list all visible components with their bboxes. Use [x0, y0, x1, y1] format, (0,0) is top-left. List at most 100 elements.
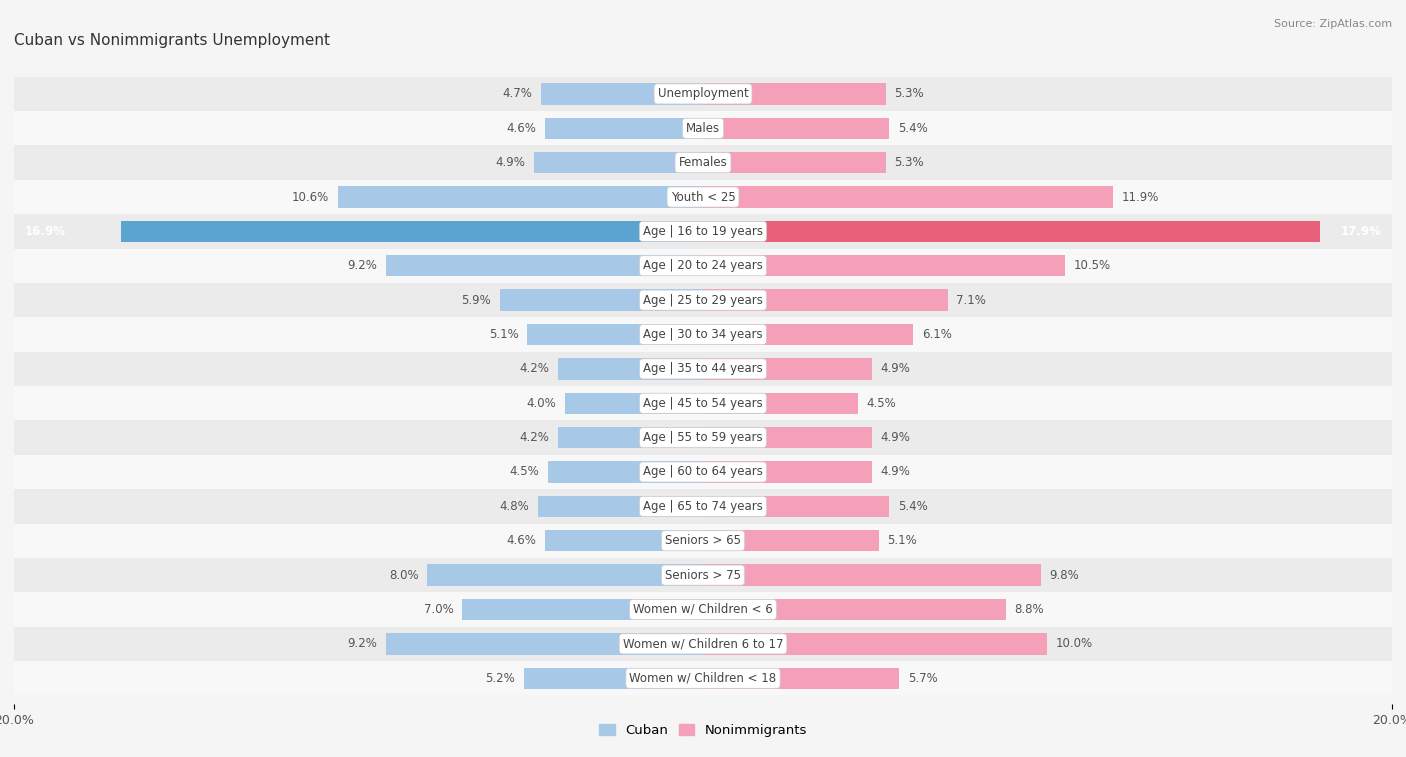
Text: 8.0%: 8.0%	[389, 569, 419, 581]
Text: 4.2%: 4.2%	[520, 431, 550, 444]
Text: Age | 65 to 74 years: Age | 65 to 74 years	[643, 500, 763, 513]
Text: 16.9%: 16.9%	[24, 225, 66, 238]
Text: 5.2%: 5.2%	[485, 671, 515, 685]
Legend: Cuban, Nonimmigrants: Cuban, Nonimmigrants	[593, 718, 813, 742]
Bar	[14, 180, 1392, 214]
Bar	[14, 661, 1392, 696]
Bar	[703, 255, 1064, 276]
Text: 4.7%: 4.7%	[502, 87, 533, 101]
Text: 10.6%: 10.6%	[292, 191, 329, 204]
Bar	[548, 461, 703, 483]
Bar	[703, 221, 1320, 242]
Text: 5.3%: 5.3%	[894, 87, 924, 101]
Bar	[527, 324, 703, 345]
Bar	[703, 83, 886, 104]
Bar	[14, 558, 1392, 592]
Text: 5.4%: 5.4%	[897, 500, 928, 513]
Bar	[703, 668, 900, 689]
Bar	[14, 455, 1392, 489]
Bar	[14, 489, 1392, 524]
Text: 4.5%: 4.5%	[509, 466, 540, 478]
Bar	[14, 111, 1392, 145]
Bar	[14, 627, 1392, 661]
Bar	[427, 565, 703, 586]
Text: Women w/ Children < 6: Women w/ Children < 6	[633, 603, 773, 616]
Bar	[14, 76, 1392, 111]
Text: 11.9%: 11.9%	[1122, 191, 1159, 204]
Text: Seniors > 65: Seniors > 65	[665, 534, 741, 547]
Bar	[534, 152, 703, 173]
Text: 10.0%: 10.0%	[1056, 637, 1094, 650]
Bar	[14, 592, 1392, 627]
Text: 9.8%: 9.8%	[1049, 569, 1078, 581]
Text: 10.5%: 10.5%	[1073, 259, 1111, 273]
Bar	[703, 461, 872, 483]
Text: 5.1%: 5.1%	[887, 534, 917, 547]
Bar	[387, 633, 703, 655]
Bar	[703, 427, 872, 448]
Text: Source: ZipAtlas.com: Source: ZipAtlas.com	[1274, 19, 1392, 29]
Text: Females: Females	[679, 156, 727, 169]
Text: 7.0%: 7.0%	[423, 603, 453, 616]
Text: Age | 30 to 34 years: Age | 30 to 34 years	[643, 328, 763, 341]
Text: Unemployment: Unemployment	[658, 87, 748, 101]
Bar	[14, 352, 1392, 386]
Text: 4.6%: 4.6%	[506, 534, 536, 547]
Text: 4.6%: 4.6%	[506, 122, 536, 135]
Text: Age | 55 to 59 years: Age | 55 to 59 years	[643, 431, 763, 444]
Bar	[703, 324, 912, 345]
Bar	[14, 317, 1392, 352]
Text: Age | 60 to 64 years: Age | 60 to 64 years	[643, 466, 763, 478]
Bar	[337, 186, 703, 207]
Text: Age | 45 to 54 years: Age | 45 to 54 years	[643, 397, 763, 410]
Text: 4.2%: 4.2%	[520, 363, 550, 375]
Text: 4.9%: 4.9%	[880, 466, 910, 478]
Text: 17.9%: 17.9%	[1341, 225, 1382, 238]
Text: 9.2%: 9.2%	[347, 637, 377, 650]
Text: Cuban vs Nonimmigrants Unemployment: Cuban vs Nonimmigrants Unemployment	[14, 33, 330, 48]
Bar	[703, 117, 889, 139]
Bar	[541, 83, 703, 104]
Bar	[703, 152, 886, 173]
Text: 5.3%: 5.3%	[894, 156, 924, 169]
Text: 4.9%: 4.9%	[880, 363, 910, 375]
Bar	[703, 496, 889, 517]
Bar	[14, 386, 1392, 420]
Bar	[703, 599, 1007, 620]
Bar	[14, 283, 1392, 317]
Bar	[14, 420, 1392, 455]
Bar	[703, 530, 879, 551]
Bar	[558, 427, 703, 448]
Bar	[558, 358, 703, 379]
Bar	[121, 221, 703, 242]
Text: 5.1%: 5.1%	[489, 328, 519, 341]
Bar	[14, 145, 1392, 180]
Bar	[461, 599, 703, 620]
Text: 4.5%: 4.5%	[866, 397, 897, 410]
Text: 5.9%: 5.9%	[461, 294, 491, 307]
Bar	[14, 214, 1392, 248]
Text: Age | 25 to 29 years: Age | 25 to 29 years	[643, 294, 763, 307]
Text: 5.7%: 5.7%	[908, 671, 938, 685]
Text: 7.1%: 7.1%	[956, 294, 986, 307]
Text: Age | 16 to 19 years: Age | 16 to 19 years	[643, 225, 763, 238]
Text: Age | 35 to 44 years: Age | 35 to 44 years	[643, 363, 763, 375]
Text: Women w/ Children < 18: Women w/ Children < 18	[630, 671, 776, 685]
Text: 4.0%: 4.0%	[527, 397, 557, 410]
Text: 4.9%: 4.9%	[496, 156, 526, 169]
Bar	[544, 530, 703, 551]
Bar	[703, 358, 872, 379]
Text: 9.2%: 9.2%	[347, 259, 377, 273]
Bar	[703, 289, 948, 311]
Text: 4.9%: 4.9%	[880, 431, 910, 444]
Bar	[703, 565, 1040, 586]
Bar	[14, 248, 1392, 283]
Text: 4.8%: 4.8%	[499, 500, 529, 513]
Bar	[565, 393, 703, 414]
Bar	[703, 633, 1047, 655]
Text: 5.4%: 5.4%	[897, 122, 928, 135]
Bar	[544, 117, 703, 139]
Bar	[14, 524, 1392, 558]
Text: 8.8%: 8.8%	[1015, 603, 1045, 616]
Bar	[703, 393, 858, 414]
